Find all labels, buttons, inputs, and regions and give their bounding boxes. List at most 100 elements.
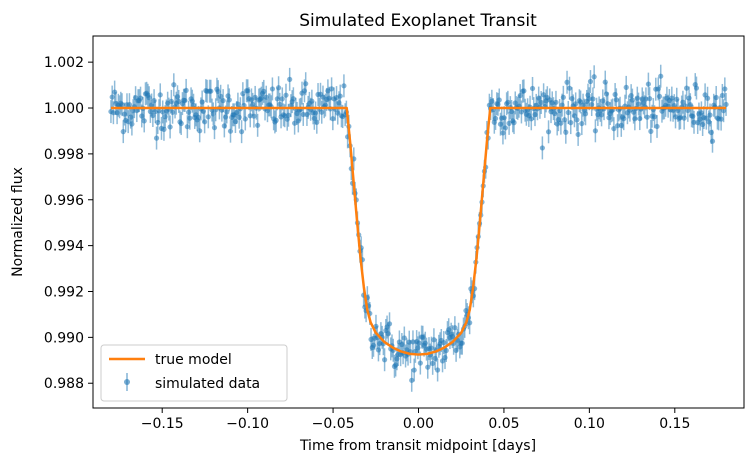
y-tick-label: 1.002 (44, 55, 84, 71)
data-point (287, 76, 293, 82)
data-point (645, 81, 651, 87)
data-point (167, 124, 173, 130)
data-point (654, 123, 660, 130)
data-point (208, 88, 214, 94)
data-point (425, 364, 431, 370)
data-point (500, 130, 506, 136)
data-point (680, 99, 686, 105)
data-point (539, 145, 545, 151)
data-point (529, 85, 536, 92)
data-point (431, 337, 437, 343)
data-point (273, 117, 279, 123)
data-point (178, 120, 184, 127)
data-point (647, 96, 653, 102)
y-axis-label: Normalized flux (10, 167, 26, 277)
legend-box (100, 344, 288, 402)
data-point (341, 83, 347, 89)
data-point (635, 101, 642, 107)
data-point (703, 115, 709, 121)
data-point (545, 129, 552, 135)
data-point (579, 120, 585, 127)
data-point (242, 116, 248, 122)
data-point (157, 92, 163, 98)
data-point (435, 367, 441, 373)
data-point (150, 112, 156, 119)
data-point (226, 97, 232, 103)
data-point (573, 101, 579, 107)
data-point (303, 81, 309, 87)
data-point (441, 339, 447, 346)
data-point (428, 345, 435, 351)
data-point (558, 120, 564, 126)
data-point (651, 114, 658, 120)
legend-data-marker (124, 379, 130, 385)
data-point (718, 116, 724, 122)
y-tick-label: 0.988 (44, 376, 84, 392)
data-point (658, 73, 664, 79)
data-point (146, 95, 152, 101)
data-point (538, 99, 544, 106)
data-point (644, 114, 650, 120)
data-point (153, 135, 160, 141)
data-point (337, 93, 343, 99)
data-point (709, 138, 716, 144)
data-point (713, 94, 719, 101)
chart-title: Simulated Exoplanet Transit (299, 11, 537, 31)
data-point (205, 114, 211, 120)
y-axis: 0.988 0.990 0.992 0.994 0.996 0.998 1.000 1.002 (44, 55, 93, 392)
data-point (416, 340, 422, 346)
data-point (169, 109, 176, 115)
data-point (553, 99, 559, 105)
data-point (517, 92, 523, 99)
data-point (656, 93, 663, 99)
data-point (409, 377, 415, 383)
x-axis: −0.15 −0.10 −0.05 0.00 0.05 0.10 0.15 (141, 408, 690, 432)
data-point (592, 128, 598, 134)
data-point (590, 96, 596, 102)
data-point (141, 118, 147, 124)
data-point (511, 120, 517, 126)
data-point (564, 79, 570, 85)
data-point (459, 340, 465, 346)
data-point (410, 339, 416, 345)
data-point (528, 116, 534, 122)
data-point (300, 111, 306, 118)
data-point (467, 320, 473, 326)
legend-model-label: true model (155, 352, 232, 368)
data-point (183, 87, 189, 94)
data-point (452, 325, 458, 331)
data-point (119, 102, 125, 108)
data-point (275, 85, 282, 91)
data-point (401, 335, 407, 341)
x-tick-label: −0.10 (226, 416, 269, 432)
data-point (565, 109, 571, 116)
data-point (319, 109, 325, 115)
x-tick-label: −0.05 (312, 416, 355, 432)
data-point (218, 93, 224, 99)
data-point (411, 367, 417, 373)
data-point (568, 120, 574, 126)
y-tick-label: 0.996 (44, 193, 84, 209)
x-tick-label: −0.15 (141, 416, 184, 432)
x-tick-label: 0.15 (659, 416, 690, 432)
data-point (492, 115, 499, 122)
data-point (506, 120, 512, 126)
data-point (110, 110, 117, 116)
data-point (314, 119, 320, 125)
data-point (598, 112, 605, 118)
data-point (239, 129, 245, 135)
data-point (263, 94, 269, 100)
x-axis-label: Time from transit midpoint [days] (299, 438, 536, 454)
data-point (129, 121, 135, 127)
x-tick-label: 0.10 (574, 416, 605, 432)
data-point (563, 129, 569, 135)
data-point (605, 101, 611, 107)
data-point (137, 95, 144, 101)
data-point (285, 112, 292, 118)
data-point (125, 119, 131, 125)
data-point (719, 92, 725, 99)
data-point (120, 129, 126, 135)
data-point (197, 128, 203, 134)
data-point (648, 128, 654, 134)
data-point (614, 123, 621, 129)
